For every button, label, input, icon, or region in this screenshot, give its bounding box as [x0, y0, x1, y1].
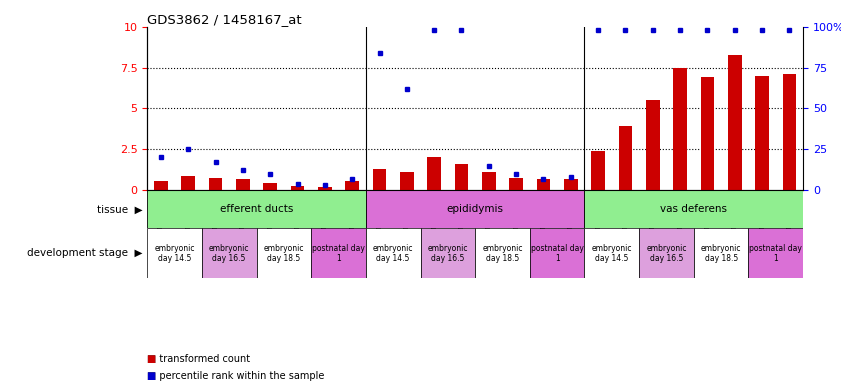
Bar [694, 228, 748, 278]
Bar [209, 178, 222, 190]
Text: GDS3862 / 1458167_at: GDS3862 / 1458167_at [147, 13, 302, 26]
Bar [366, 190, 584, 228]
Bar [482, 172, 495, 190]
Text: embryonic
day 14.5: embryonic day 14.5 [154, 244, 195, 263]
Bar [530, 228, 584, 278]
Text: epididymis: epididymis [447, 204, 504, 214]
Bar [748, 228, 803, 278]
Text: postnatal day
1: postnatal day 1 [749, 244, 802, 263]
Bar [311, 228, 366, 278]
Bar [510, 178, 523, 190]
Bar [646, 100, 659, 190]
Bar [674, 68, 687, 190]
Bar [639, 228, 694, 278]
Bar [257, 228, 311, 278]
Text: embryonic
day 16.5: embryonic day 16.5 [209, 244, 250, 263]
Bar [373, 169, 386, 190]
Bar [154, 181, 167, 190]
Text: embryonic
day 14.5: embryonic day 14.5 [591, 244, 632, 263]
Text: ■: ■ [146, 371, 156, 381]
Text: postnatal day
1: postnatal day 1 [531, 244, 584, 263]
Bar [564, 179, 578, 190]
Bar [427, 157, 441, 190]
Text: vas deferens: vas deferens [660, 204, 727, 214]
Bar [291, 185, 304, 190]
Bar [537, 179, 550, 190]
Bar [318, 187, 331, 190]
Bar [728, 55, 742, 190]
Text: embryonic
day 18.5: embryonic day 18.5 [701, 244, 742, 263]
Bar [263, 183, 277, 190]
Text: embryonic
day 16.5: embryonic day 16.5 [427, 244, 468, 263]
Bar [591, 151, 605, 190]
Bar [584, 190, 803, 228]
Text: tissue  ▶: tissue ▶ [98, 204, 143, 214]
Bar [755, 76, 769, 190]
Text: ■ percentile rank within the sample: ■ percentile rank within the sample [147, 371, 325, 381]
Bar [182, 176, 195, 190]
Text: ■: ■ [146, 354, 156, 364]
Bar [400, 172, 414, 190]
Bar [619, 126, 632, 190]
Text: efferent ducts: efferent ducts [220, 204, 294, 214]
Bar [783, 74, 796, 190]
Text: ■ transformed count: ■ transformed count [147, 354, 251, 364]
Bar [202, 228, 257, 278]
Text: embryonic
day 18.5: embryonic day 18.5 [482, 244, 523, 263]
Bar [366, 228, 420, 278]
Bar [236, 179, 250, 190]
Text: postnatal day
1: postnatal day 1 [312, 244, 365, 263]
Bar [147, 190, 366, 228]
Bar [147, 228, 202, 278]
Text: development stage  ▶: development stage ▶ [28, 248, 143, 258]
Text: embryonic
day 18.5: embryonic day 18.5 [263, 244, 304, 263]
Bar [346, 181, 359, 190]
Bar [420, 228, 475, 278]
Bar [584, 228, 639, 278]
Text: embryonic
day 16.5: embryonic day 16.5 [646, 244, 687, 263]
Bar [455, 164, 468, 190]
Bar [701, 78, 714, 190]
Text: embryonic
day 14.5: embryonic day 14.5 [373, 244, 414, 263]
Bar [475, 228, 530, 278]
